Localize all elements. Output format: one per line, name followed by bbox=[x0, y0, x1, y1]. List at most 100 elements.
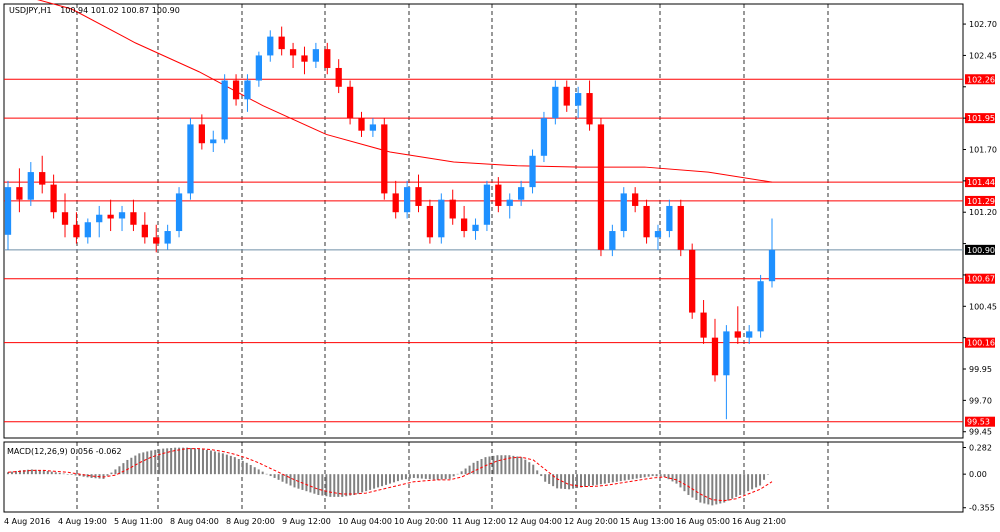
macd-bar bbox=[639, 474, 642, 478]
macd-bar bbox=[321, 474, 324, 496]
macd-bar bbox=[556, 474, 559, 489]
macd-bar bbox=[627, 474, 630, 480]
macd-bar bbox=[178, 447, 181, 475]
x-tick-label: 16 Aug 05:00 bbox=[676, 517, 730, 526]
candle-body bbox=[96, 214, 103, 223]
macd-bar bbox=[568, 474, 571, 490]
candle-body bbox=[632, 193, 639, 206]
macd-bar bbox=[424, 474, 427, 479]
candle-body bbox=[483, 184, 491, 225]
macd-bar bbox=[715, 474, 718, 505]
y-tick-label: 100.45 bbox=[969, 302, 997, 311]
macd-bar bbox=[508, 455, 511, 475]
macd-bar bbox=[229, 455, 232, 475]
candle-body bbox=[369, 124, 377, 131]
macd-bar bbox=[504, 455, 507, 475]
macd-bar bbox=[472, 462, 475, 475]
candle-body bbox=[289, 49, 297, 56]
macd-bar bbox=[190, 447, 193, 475]
macd-bar bbox=[253, 467, 256, 475]
macd-bar bbox=[599, 474, 602, 485]
candle-body bbox=[768, 249, 776, 282]
macd-y-tick-label: 0.00 bbox=[969, 470, 987, 479]
macd-bar bbox=[552, 474, 555, 487]
candle-body bbox=[700, 312, 707, 338]
candle-body bbox=[711, 337, 719, 376]
candle-body bbox=[620, 193, 627, 232]
macd-bar bbox=[528, 462, 531, 475]
macd-bar bbox=[544, 474, 547, 482]
x-tick-label: 4 Aug 2016 bbox=[4, 517, 50, 526]
macd-bar bbox=[687, 474, 690, 495]
candle-body bbox=[403, 187, 411, 213]
candle-body bbox=[4, 187, 12, 235]
macd-label: MACD(12,26,9) 0.056 -0.062 bbox=[7, 447, 122, 456]
macd-bar bbox=[269, 474, 272, 477]
macd-bar bbox=[186, 447, 189, 475]
macd-bar bbox=[392, 474, 395, 483]
level-label: 101.95 bbox=[967, 114, 995, 123]
macd-bar bbox=[536, 470, 539, 475]
macd-bar bbox=[329, 474, 332, 497]
candles bbox=[4, 26, 776, 420]
candle-body bbox=[506, 199, 513, 206]
macd-bar bbox=[313, 474, 316, 494]
macd-bar bbox=[389, 474, 391, 484]
macd-bar bbox=[412, 474, 415, 478]
candle-body bbox=[324, 49, 331, 68]
macd-bar bbox=[162, 448, 165, 475]
macd-bar bbox=[213, 451, 216, 475]
macd-bar bbox=[468, 465, 471, 475]
macd-bar bbox=[540, 474, 543, 477]
candle-body bbox=[50, 184, 57, 213]
level-label: 99.53 bbox=[967, 418, 990, 427]
x-tick-label: 12 Aug 20:00 bbox=[564, 517, 618, 526]
x-tick-label: 10 Aug 20:00 bbox=[394, 517, 448, 526]
macd-bar bbox=[138, 453, 141, 475]
x-tick-label: 11 Aug 12:00 bbox=[452, 517, 506, 526]
candle-body bbox=[575, 93, 582, 106]
macd-bar bbox=[349, 474, 352, 496]
macd-bar bbox=[289, 474, 292, 486]
candle-body bbox=[244, 80, 251, 100]
macd-bar bbox=[114, 469, 117, 475]
candle-body bbox=[472, 224, 479, 232]
candle-body bbox=[187, 124, 194, 194]
macd-bar bbox=[488, 456, 491, 475]
macd-bar bbox=[50, 471, 53, 475]
macd-bar bbox=[763, 474, 766, 480]
macd-signal-line bbox=[7, 448, 773, 502]
current-price-label: 100.90 bbox=[967, 246, 995, 255]
macd-bar bbox=[66, 474, 69, 475]
macd-bar bbox=[154, 449, 157, 475]
macd-bar bbox=[631, 474, 634, 480]
candle-body bbox=[221, 80, 228, 140]
x-tick-label: 8 Aug 20:00 bbox=[226, 517, 275, 526]
macd-bar bbox=[619, 474, 622, 482]
candle-body bbox=[210, 139, 217, 144]
macd-bar bbox=[325, 474, 328, 497]
macd-bar bbox=[90, 474, 93, 478]
macd-bar bbox=[373, 474, 376, 489]
candle-body bbox=[460, 218, 468, 232]
candle-body bbox=[552, 86, 559, 119]
candle-body bbox=[586, 93, 593, 125]
candle-body bbox=[130, 212, 137, 225]
candle-body bbox=[666, 205, 673, 232]
macd-bar bbox=[699, 474, 702, 503]
macd-bar bbox=[711, 474, 714, 506]
candle-body bbox=[164, 231, 171, 244]
candle-body bbox=[426, 205, 434, 238]
macd-bar bbox=[516, 456, 519, 475]
macd-bar bbox=[46, 471, 49, 475]
candle-body bbox=[255, 55, 263, 81]
macd-bar bbox=[166, 448, 169, 475]
candle-body bbox=[415, 187, 422, 206]
candle-body bbox=[540, 118, 548, 156]
macd-bar bbox=[683, 474, 686, 492]
macd-bar bbox=[767, 474, 770, 475]
candle-body bbox=[73, 224, 80, 238]
macd-bar bbox=[635, 474, 638, 479]
macd-bar bbox=[607, 474, 610, 483]
macd-bar bbox=[576, 474, 579, 489]
